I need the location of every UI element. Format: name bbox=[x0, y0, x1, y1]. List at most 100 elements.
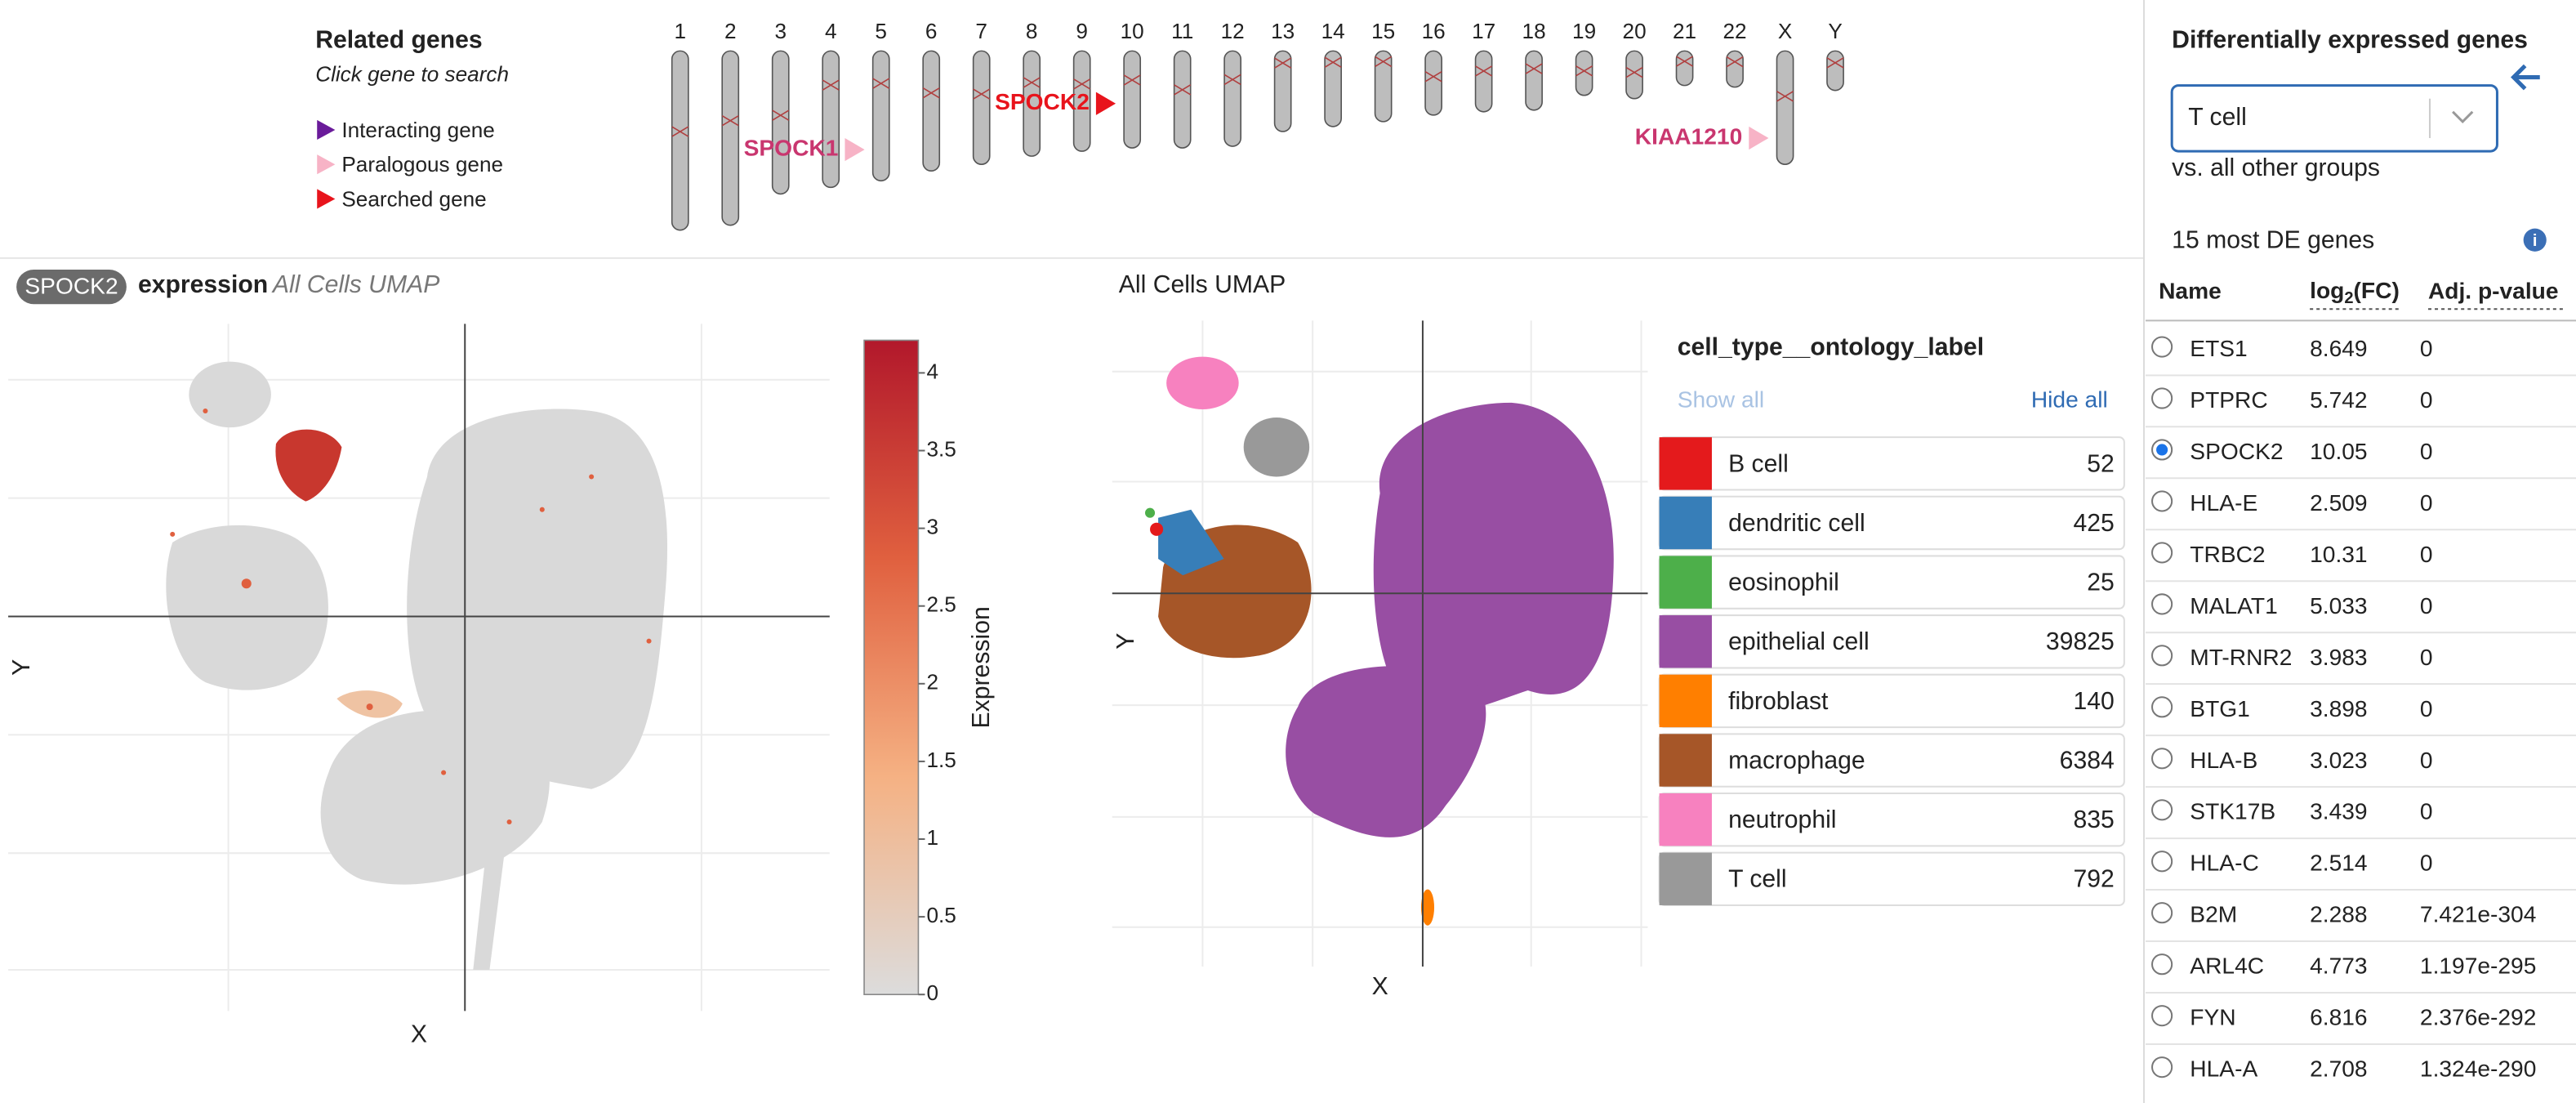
back-arrow[interactable] bbox=[2511, 64, 2540, 91]
chromosome-label: 16 bbox=[1422, 19, 1446, 43]
hide-all[interactable]: Hide all bbox=[2031, 386, 2108, 412]
chromosome[interactable] bbox=[1173, 50, 1192, 149]
gene-name[interactable]: TRBC2 bbox=[2190, 542, 2265, 567]
chromosome[interactable] bbox=[1525, 50, 1543, 111]
gene-marker[interactable] bbox=[1095, 92, 1116, 115]
gene-name[interactable]: FYN bbox=[2190, 1005, 2235, 1030]
log2fc: 6.816 bbox=[2310, 1005, 2367, 1030]
gene-marker[interactable] bbox=[845, 138, 865, 162]
gene-name[interactable]: ARL4C bbox=[2190, 953, 2264, 979]
centromere bbox=[1676, 56, 1694, 67]
radio[interactable] bbox=[2151, 851, 2173, 873]
centromere bbox=[1174, 84, 1192, 96]
chromosome[interactable] bbox=[1223, 50, 1242, 147]
chromosome[interactable] bbox=[1273, 50, 1292, 132]
column-header[interactable]: Adj. p-value bbox=[2428, 279, 2559, 304]
gene-name[interactable]: MALAT1 bbox=[2190, 593, 2277, 618]
p-value: 0 bbox=[2420, 851, 2433, 876]
legend-label: dendritic cell bbox=[1728, 510, 1865, 537]
chromosome[interactable] bbox=[1625, 50, 1643, 100]
chromosome[interactable] bbox=[1123, 50, 1142, 149]
column-header-part: (FC) bbox=[2354, 279, 2400, 304]
chromosome[interactable] bbox=[972, 50, 991, 165]
legend-label: B cell bbox=[1728, 450, 1789, 477]
radio[interactable] bbox=[2151, 748, 2173, 770]
gene-name[interactable]: MT-RNR2 bbox=[2190, 645, 2292, 670]
chromosome[interactable] bbox=[1072, 50, 1091, 152]
chromosome[interactable] bbox=[1424, 50, 1442, 116]
info-icon[interactable] bbox=[2523, 228, 2547, 252]
chromosome[interactable] bbox=[1575, 50, 1593, 96]
gene-name[interactable]: PTPRC bbox=[2190, 387, 2267, 413]
radio[interactable] bbox=[2151, 799, 2173, 821]
chromosome-label: 21 bbox=[1673, 19, 1696, 43]
legend-count: 792 bbox=[2073, 866, 2114, 893]
chromosome[interactable] bbox=[1474, 50, 1493, 113]
legend-marker bbox=[317, 189, 336, 209]
chromosome[interactable] bbox=[922, 50, 941, 172]
umap-cluster bbox=[1166, 356, 1239, 409]
radio[interactable] bbox=[2151, 696, 2173, 718]
chromosome[interactable] bbox=[671, 50, 689, 231]
umap-cluster bbox=[1286, 666, 1486, 837]
centromere bbox=[1776, 91, 1794, 102]
gene-marker[interactable] bbox=[1749, 126, 1769, 150]
colorbar-label: Expression bbox=[968, 606, 995, 728]
log2fc: 3.898 bbox=[2310, 696, 2367, 721]
radio[interactable] bbox=[2151, 902, 2173, 924]
gene-name[interactable]: HLA-A bbox=[2190, 1056, 2257, 1082]
select-value: T cell bbox=[2188, 104, 2247, 131]
chromosome[interactable] bbox=[1726, 50, 1744, 88]
radio[interactable] bbox=[2151, 387, 2173, 409]
legend-count: 835 bbox=[2073, 806, 2114, 833]
gene-name[interactable]: SPOCK2 bbox=[2190, 439, 2283, 464]
chromosome[interactable] bbox=[771, 50, 790, 195]
select-chevron[interactable] bbox=[2452, 110, 2474, 124]
chromosome[interactable] bbox=[1826, 50, 1844, 92]
radio[interactable] bbox=[2151, 1056, 2173, 1078]
chromosome[interactable] bbox=[1675, 50, 1694, 87]
cluster-umap bbox=[1112, 320, 1648, 967]
gene-name[interactable]: BTG1 bbox=[2190, 696, 2250, 721]
gene-label[interactable]: KIAA1210 bbox=[1635, 123, 1742, 149]
radio[interactable] bbox=[2151, 953, 2173, 976]
chromosome[interactable] bbox=[822, 50, 840, 189]
chromosome-label: 22 bbox=[1723, 19, 1747, 43]
gene-name[interactable]: ETS1 bbox=[2190, 336, 2247, 361]
radio[interactable] bbox=[2151, 336, 2173, 358]
colorbar-tick-label: 4 bbox=[926, 359, 938, 383]
gene-name[interactable]: STK17B bbox=[2190, 799, 2275, 824]
centromere bbox=[1826, 57, 1844, 69]
centromere bbox=[922, 87, 940, 99]
y-axis-label: Y bbox=[8, 659, 35, 676]
column-header[interactable]: log2(FC) bbox=[2310, 279, 2400, 308]
panel-title: Differentially expressed genes bbox=[2172, 26, 2528, 53]
legend-marker bbox=[317, 119, 336, 141]
gene-name[interactable]: HLA-B bbox=[2190, 748, 2257, 773]
legend-label: Paralogous gene bbox=[341, 152, 503, 176]
group-select[interactable] bbox=[2170, 84, 2498, 153]
radio[interactable] bbox=[2151, 490, 2173, 512]
chromosome-label: 13 bbox=[1271, 19, 1295, 43]
centromere bbox=[1023, 77, 1041, 88]
gene-name[interactable]: B2M bbox=[2190, 902, 2237, 927]
gene-name[interactable]: HLA-E bbox=[2190, 490, 2257, 516]
show-all[interactable]: Show all bbox=[1678, 386, 1764, 412]
radio[interactable] bbox=[2151, 593, 2173, 615]
chromosome[interactable] bbox=[721, 50, 740, 226]
radio[interactable] bbox=[2151, 645, 2173, 667]
chromosome[interactable] bbox=[1324, 50, 1342, 127]
chromosome-label: 10 bbox=[1121, 19, 1144, 43]
gene-label[interactable]: SPOCK1 bbox=[744, 136, 839, 161]
chromosome[interactable] bbox=[871, 50, 890, 182]
chromosome[interactable] bbox=[1776, 50, 1794, 165]
gene-label[interactable]: SPOCK2 bbox=[995, 89, 1090, 114]
chromosome[interactable] bbox=[1374, 50, 1393, 123]
radio[interactable] bbox=[2151, 1005, 2173, 1027]
chromosome-label: 17 bbox=[1472, 19, 1495, 43]
radio[interactable] bbox=[2151, 542, 2173, 564]
gene-name[interactable]: HLA-C bbox=[2190, 851, 2258, 876]
log2fc: 2.514 bbox=[2310, 851, 2367, 876]
chromosome-label: Y bbox=[1828, 19, 1842, 43]
chromosome[interactable] bbox=[1023, 50, 1041, 157]
